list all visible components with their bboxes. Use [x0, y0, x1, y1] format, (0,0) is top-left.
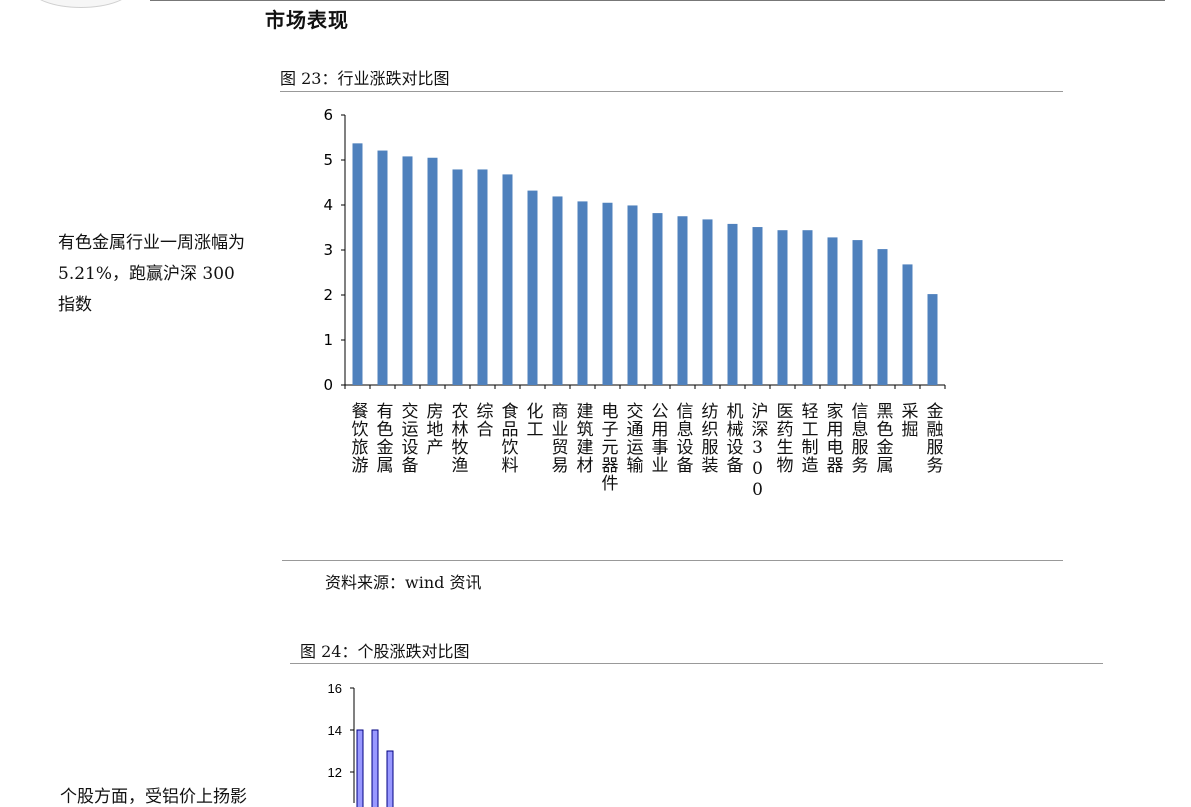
bar [402, 156, 413, 385]
category-label: 黑色金属 [872, 402, 893, 474]
category-label: 纺织服装 [697, 402, 718, 474]
category-label: 化工 [522, 402, 543, 438]
category-label: 综合 [472, 402, 493, 438]
category-label: 房地产 [422, 402, 443, 456]
bar [552, 196, 563, 385]
y-tick-label: 2 [323, 286, 333, 304]
header-rule [150, 0, 1165, 1]
category-label: 交通运输 [622, 402, 643, 474]
bar [427, 157, 438, 385]
bar [577, 201, 588, 385]
category-label: 金融服务 [922, 402, 943, 474]
bar [752, 227, 763, 385]
category-label: 电子元器件 [597, 402, 618, 492]
bar [852, 240, 863, 385]
y-tick-label: 5 [323, 151, 333, 169]
category-label: 信息设备 [672, 402, 693, 474]
bar [702, 219, 713, 385]
bar [386, 750, 394, 807]
bar [477, 169, 488, 385]
category-label: 采掘 [897, 402, 918, 438]
bar [902, 264, 913, 385]
category-label: 公用事业 [647, 402, 668, 474]
y-tick-label: 4 [323, 196, 333, 214]
bar [452, 169, 463, 385]
category-label: 家用电器 [822, 402, 843, 474]
figure-24-top-rule [290, 663, 1103, 664]
category-label: 农林牧渔 [447, 402, 468, 474]
side-note-stocks: 个股方面，受铝价上扬影 [60, 787, 247, 807]
bar [356, 729, 364, 807]
y-tick-label: 3 [323, 241, 333, 259]
bar [527, 190, 538, 385]
figure-23-top-rule [280, 91, 1063, 92]
bar [371, 729, 379, 807]
category-label: 医药生物 [772, 402, 793, 474]
bar [777, 230, 788, 385]
bar [652, 213, 663, 385]
figure-23-bottom-rule [282, 560, 1063, 561]
bar [602, 202, 613, 385]
bar [877, 249, 888, 385]
category-label: 商业贸易 [547, 402, 568, 474]
side-note-industry: 有色金属行业一周涨幅为 5.21%，跑赢沪深 300 指数 [58, 233, 245, 315]
y-tick-label: 1 [323, 331, 333, 349]
y-tick-label: 16 [328, 681, 342, 696]
category-label: 餐饮旅游 [347, 402, 368, 474]
bar [927, 294, 938, 385]
bar [827, 237, 838, 385]
category-label: 食品饮料 [497, 402, 518, 474]
section-title: 市场表现 [265, 8, 349, 32]
y-tick-label: 6 [323, 106, 333, 124]
y-tick-label: 14 [328, 723, 342, 738]
bar [377, 150, 388, 385]
figure-24-title: 图 24：个股涨跌对比图 [300, 642, 470, 661]
bar [802, 230, 813, 385]
category-label: 轻工制造 [797, 402, 818, 474]
bar [352, 143, 363, 385]
figure-23-source: 资料来源：wind 资讯 [325, 573, 482, 592]
category-label: 沪深300 [747, 402, 768, 501]
category-label: 机械设备 [722, 402, 743, 474]
bar [627, 205, 638, 385]
category-label: 有色金属 [372, 402, 393, 474]
bar [727, 223, 738, 385]
category-label: 信息服务 [847, 402, 868, 474]
bar [677, 216, 688, 385]
category-label: 交运设备 [397, 402, 418, 474]
y-tick-label: 12 [328, 765, 342, 780]
y-tick-label: 0 [323, 376, 333, 394]
bar [502, 174, 513, 385]
category-label: 建筑建材 [572, 402, 593, 474]
figure-23-title: 图 23：行业涨跌对比图 [280, 69, 450, 88]
